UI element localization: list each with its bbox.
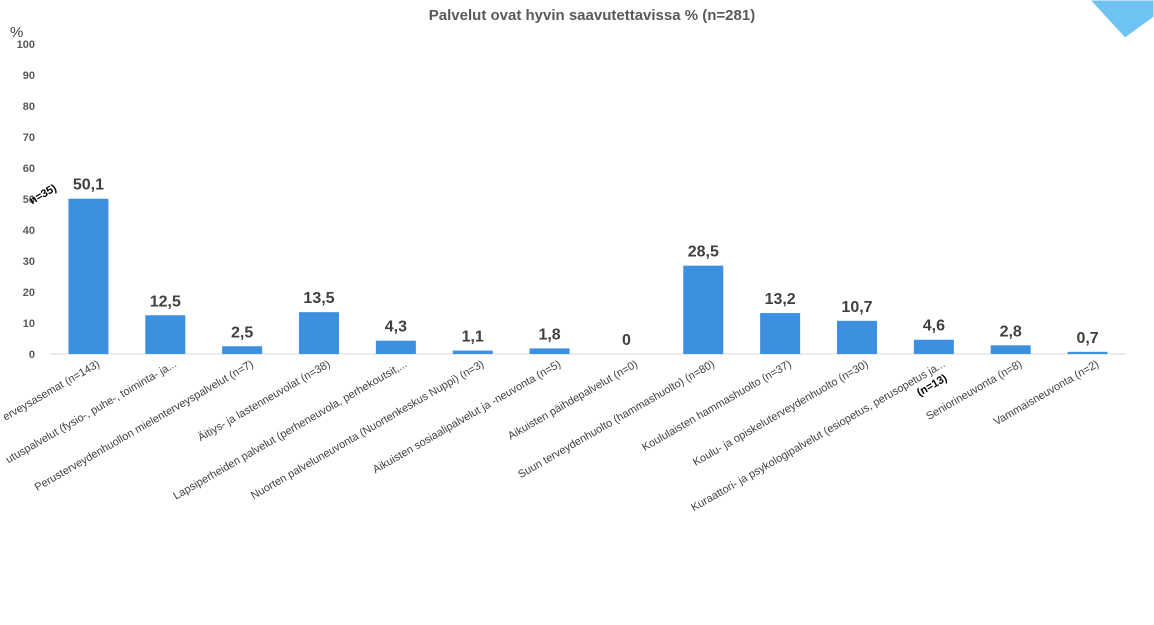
bar bbox=[990, 345, 1031, 354]
bar bbox=[145, 315, 186, 354]
y-tick-label: 100 bbox=[17, 39, 35, 51]
data-label: 28,5 bbox=[688, 244, 719, 261]
y-tick-label: 10 bbox=[23, 318, 35, 330]
bar bbox=[68, 198, 109, 354]
bar bbox=[760, 313, 801, 354]
data-label: 1,8 bbox=[538, 326, 560, 343]
y-tick-label: 60 bbox=[23, 163, 35, 175]
chart-title: Palvelut ovat hyvin saavutettavissa % (n… bbox=[429, 7, 755, 24]
y-axis-ticks: 0 10 20 30 40 50 60 70 80 90 100 bbox=[17, 39, 35, 361]
y-tick-label: 30 bbox=[23, 256, 35, 268]
category-label: Koululaisten hammashuolto (n=37) bbox=[640, 358, 793, 454]
data-label: 4,6 bbox=[923, 318, 945, 335]
data-label: 10,7 bbox=[841, 299, 872, 316]
data-label: 1,1 bbox=[462, 329, 484, 346]
bar bbox=[299, 312, 339, 354]
data-label: 13,5 bbox=[303, 290, 334, 307]
bar bbox=[222, 346, 263, 354]
bar bbox=[913, 339, 954, 354]
corner-decoration bbox=[1089, 0, 1154, 39]
data-label: 4,3 bbox=[385, 319, 407, 336]
bar bbox=[375, 340, 416, 354]
y-tick-label: 40 bbox=[23, 225, 35, 237]
data-label: 0 bbox=[622, 332, 631, 349]
y-tick-label: 50 bbox=[23, 194, 35, 206]
data-label: 12,5 bbox=[150, 293, 181, 310]
bar-series bbox=[68, 198, 1108, 354]
category-label: Aikuisten päihdepalvelut (n=0) bbox=[506, 358, 640, 442]
y-tick-label: 0 bbox=[29, 349, 35, 361]
bar bbox=[529, 348, 570, 354]
data-label: 2,8 bbox=[1000, 323, 1022, 340]
bar bbox=[1067, 351, 1108, 354]
bar bbox=[683, 265, 724, 354]
data-label: 2,5 bbox=[231, 324, 253, 341]
y-axis-unit-label: % bbox=[10, 24, 23, 41]
category-label: Äitiys- ja lastenneuvolat (n=38) bbox=[196, 358, 333, 444]
data-label: 50,1 bbox=[73, 177, 104, 194]
category-label-continuation: n=35) bbox=[28, 182, 59, 207]
bar bbox=[452, 350, 493, 354]
data-label: 0,7 bbox=[1076, 330, 1098, 347]
y-tick-label: 90 bbox=[23, 70, 35, 82]
y-tick-label: 70 bbox=[23, 132, 35, 144]
data-label: 13,2 bbox=[765, 291, 796, 308]
y-tick-label: 20 bbox=[23, 287, 35, 299]
y-tick-label: 80 bbox=[23, 101, 35, 113]
bar bbox=[837, 320, 877, 354]
data-labels: 50,1 12,5 2,5 13,5 4,3 1,1 1,8 0 28,5 13,2 10,7 4,6… bbox=[73, 177, 1099, 349]
